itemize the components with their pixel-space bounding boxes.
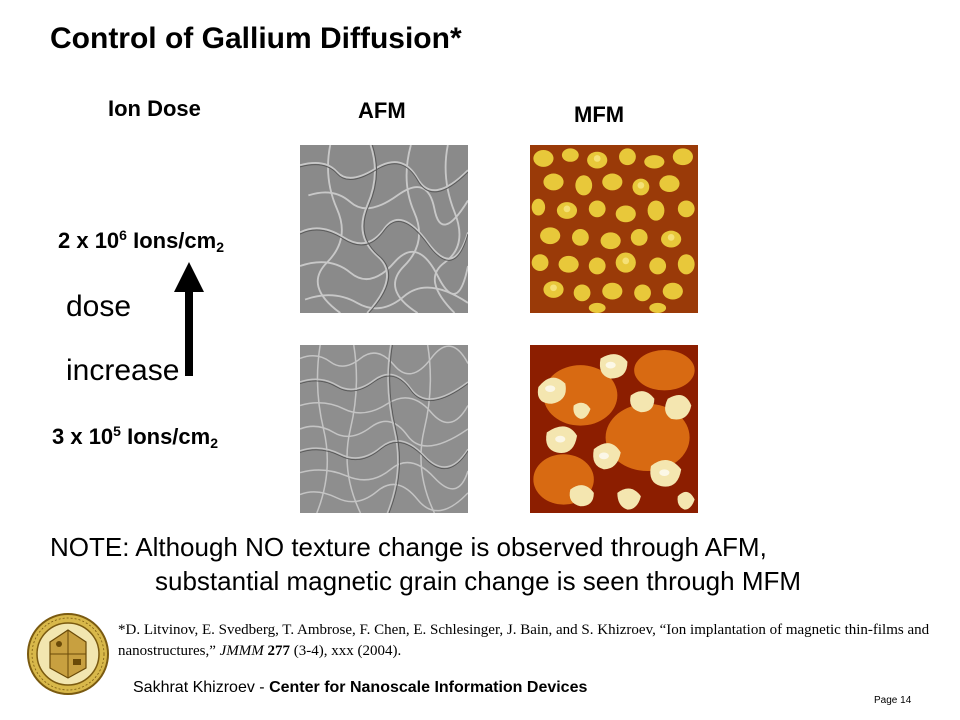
slide-title: Control of Gallium Diffusion* bbox=[50, 22, 462, 55]
footer: Sakhrat Khizroev - Center for Nanoscale … bbox=[133, 679, 587, 697]
citation-rest: (3-4), xxx (2004). bbox=[290, 643, 402, 659]
dose-high-coefficient: 2 x 10 bbox=[58, 228, 120, 253]
dose-low-unit: Ions/cm bbox=[120, 424, 211, 449]
arrow-label-dose: dose bbox=[66, 290, 132, 323]
dose-increase-arrow-icon bbox=[174, 262, 204, 376]
dose-low-coefficient: 3 x 10 bbox=[52, 424, 114, 449]
footer-organization: Center for Nanoscale Information Devices bbox=[269, 679, 588, 696]
dose-low-unit-exponent: 2 bbox=[210, 435, 219, 451]
note-line-1: NOTE: Although NO texture change is obse… bbox=[50, 532, 767, 562]
university-seal-logo bbox=[27, 613, 109, 695]
citation-journal: JMMM bbox=[219, 643, 264, 659]
column-header-afm: AFM bbox=[358, 98, 406, 123]
dose-high-unit: Ions/cm bbox=[126, 228, 217, 253]
mfm-image-low-dose bbox=[530, 345, 698, 513]
note-line-2: substantial magnetic grain change is see… bbox=[155, 566, 802, 596]
page-number: Page 14 bbox=[874, 695, 912, 706]
afm-image-high-dose bbox=[300, 145, 468, 313]
citation-volume: 277 bbox=[263, 643, 291, 659]
column-header-mfm: MFM bbox=[574, 102, 625, 127]
citation-paper-title: “Ion implantation of magnetic thin-films… bbox=[118, 622, 930, 659]
dose-low-exponent: 5 bbox=[113, 423, 121, 439]
citation: *D. Litvinov, E. Svedberg, T. Ambrose, F… bbox=[118, 620, 958, 662]
citation-authors: *D. Litvinov, E. Svedberg, T. Ambrose, F… bbox=[118, 622, 660, 638]
dose-label-low: 3 x 105 Ions/cm2 bbox=[52, 424, 218, 450]
dose-high-exponent: 6 bbox=[119, 227, 127, 243]
afm-image-low-dose bbox=[300, 345, 468, 513]
mfm-image-high-dose bbox=[530, 145, 698, 313]
dose-label-high: 2 x 106 Ions/cm2 bbox=[58, 228, 224, 254]
arrow-label-increase: increase bbox=[66, 354, 180, 387]
dose-high-unit-exponent: 2 bbox=[216, 239, 225, 255]
column-header-ion-dose: Ion Dose bbox=[108, 96, 201, 121]
footer-author: Sakhrat Khizroev - bbox=[133, 679, 270, 696]
